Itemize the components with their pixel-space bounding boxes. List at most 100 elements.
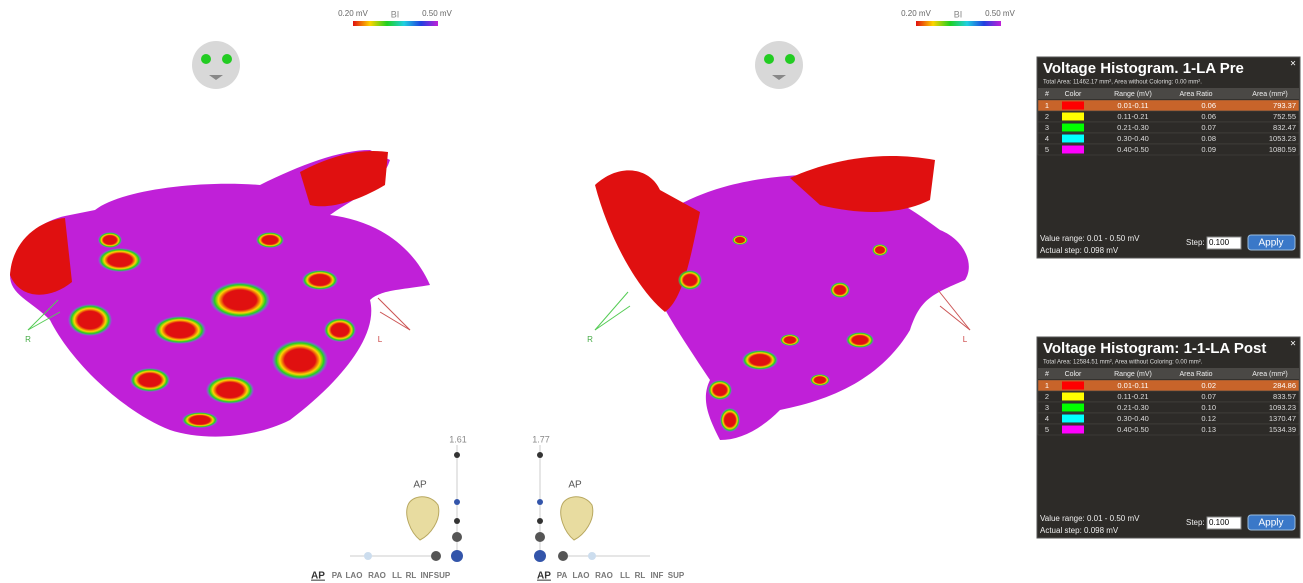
voltage-patch — [872, 244, 888, 256]
cell: 0.09 — [1201, 145, 1216, 154]
view-button[interactable]: RAO — [595, 571, 613, 580]
color-scale — [916, 21, 1001, 26]
cell: 4 — [1045, 134, 1049, 143]
color-swatch — [1062, 135, 1084, 143]
cell: 5 — [1045, 425, 1049, 434]
cell: 832.47 — [1273, 123, 1296, 132]
voltage-patch — [302, 270, 338, 290]
view-button[interactable]: INF — [651, 571, 664, 580]
cell: 0.21-0.30 — [1117, 123, 1149, 132]
right-map — [595, 156, 969, 440]
voltage-patch — [708, 380, 732, 400]
cell: 0.13 — [1201, 425, 1216, 434]
step-input[interactable]: 0.100 — [1209, 518, 1230, 527]
color-swatch — [1062, 415, 1084, 423]
column-header: Area Ratio — [1179, 371, 1212, 378]
view-button[interactable]: INF — [421, 571, 434, 580]
voltage-patch — [98, 232, 122, 248]
color-swatch — [1062, 146, 1084, 154]
voltage-patch — [68, 304, 112, 336]
voltage-patch — [732, 235, 748, 245]
close-button[interactable]: × — [1290, 59, 1296, 70]
cell: 0.21-0.30 — [1117, 403, 1149, 412]
voltage-patch — [210, 282, 270, 318]
axis-label: R — [587, 335, 593, 344]
view-button[interactable]: AP — [311, 571, 325, 582]
cell: 1370.47 — [1269, 414, 1296, 423]
color-swatch — [1062, 113, 1084, 121]
orientation-label: AP — [568, 480, 582, 491]
close-button[interactable]: × — [1290, 339, 1296, 350]
panel-subtitle: Total Area: 11462.17 mm², Area without C… — [1043, 80, 1202, 86]
color-swatch — [1062, 124, 1084, 132]
voltage-patch — [272, 340, 328, 380]
cell: 1093.23 — [1269, 403, 1296, 412]
color-swatch — [1062, 102, 1084, 110]
slider-track — [350, 445, 650, 560]
axis-label: R — [25, 335, 31, 344]
view-button[interactable]: LAO — [573, 571, 590, 580]
view-button[interactable]: PA — [332, 571, 343, 580]
scale-min: 0.20 mV — [338, 9, 368, 18]
voltage-patch — [130, 368, 170, 392]
histogram-panel: Voltage Histogram: 1-1-LA Post×Total Are… — [1037, 337, 1300, 538]
cell: 0.07 — [1201, 123, 1216, 132]
view-button[interactable]: PA — [557, 571, 568, 580]
voltage-patch — [742, 350, 778, 370]
view-button[interactable]: LL — [392, 571, 402, 580]
heart-icon — [407, 497, 593, 540]
panel-title: Voltage Histogram. 1-LA Pre — [1043, 60, 1244, 77]
view-button[interactable]: AP — [537, 571, 551, 582]
cell: 1534.39 — [1269, 425, 1296, 434]
cell: 4 — [1045, 414, 1049, 423]
cell: 1 — [1045, 101, 1049, 110]
column-header: Area Ratio — [1179, 91, 1212, 98]
view-button[interactable]: RL — [635, 571, 646, 580]
voltage-patch — [154, 316, 206, 344]
view-button[interactable]: RL — [406, 571, 417, 580]
orientation-label: AP — [413, 480, 427, 491]
zoom-value: 1.77 — [532, 434, 550, 444]
view-button[interactable]: LL — [620, 571, 630, 580]
panel-bg — [1037, 337, 1300, 538]
panel-title: Voltage Histogram: 1-1-LA Post — [1043, 340, 1266, 357]
apply-button[interactable]: Apply — [1258, 238, 1283, 249]
column-header: # — [1045, 371, 1049, 378]
cell: 2 — [1045, 112, 1049, 121]
value-range: Value range: 0.01 - 0.50 mV — [1040, 514, 1140, 523]
scale-max: 0.50 mV — [422, 9, 452, 18]
scale-label: BI — [954, 9, 963, 19]
axis-label: L — [963, 335, 968, 344]
step-label: Step: — [1186, 518, 1205, 527]
view-button[interactable]: SUP — [668, 571, 685, 580]
color-swatch — [1062, 393, 1084, 401]
column-header: Color — [1065, 91, 1082, 98]
orientation-face — [192, 41, 803, 89]
cell: 1080.59 — [1269, 145, 1296, 154]
cell: 284.86 — [1273, 381, 1296, 390]
value-range: Value range: 0.01 - 0.50 mV — [1040, 234, 1140, 243]
cell: 0.11-0.21 — [1117, 112, 1148, 121]
scale-label: BI — [391, 9, 400, 19]
column-header: Color — [1065, 371, 1082, 378]
view-button[interactable]: SUP — [434, 571, 451, 580]
color-swatch — [1062, 382, 1084, 390]
cell: 3 — [1045, 123, 1049, 132]
color-swatch — [1062, 404, 1084, 412]
zoom-value: 1.61 — [449, 434, 467, 444]
step-input[interactable]: 0.100 — [1209, 238, 1230, 247]
cell: 0.08 — [1201, 134, 1216, 143]
voltage-patch — [780, 334, 800, 346]
color-scale — [353, 21, 438, 26]
voltage-patch — [720, 408, 740, 432]
axis-label: L — [378, 335, 383, 344]
view-button[interactable]: RAO — [368, 571, 386, 580]
cell: 0.07 — [1201, 392, 1216, 401]
view-button[interactable]: LAO — [346, 571, 363, 580]
cell: 0.06 — [1201, 101, 1216, 110]
left-map — [10, 150, 430, 437]
apply-button[interactable]: Apply — [1258, 518, 1283, 529]
scale-max: 0.50 mV — [985, 9, 1015, 18]
cell: 0.30-0.40 — [1117, 134, 1149, 143]
screen: 0.20 mVBI0.50 mVRL1.61APAPPALAORAOLLRLIN… — [0, 0, 1303, 583]
